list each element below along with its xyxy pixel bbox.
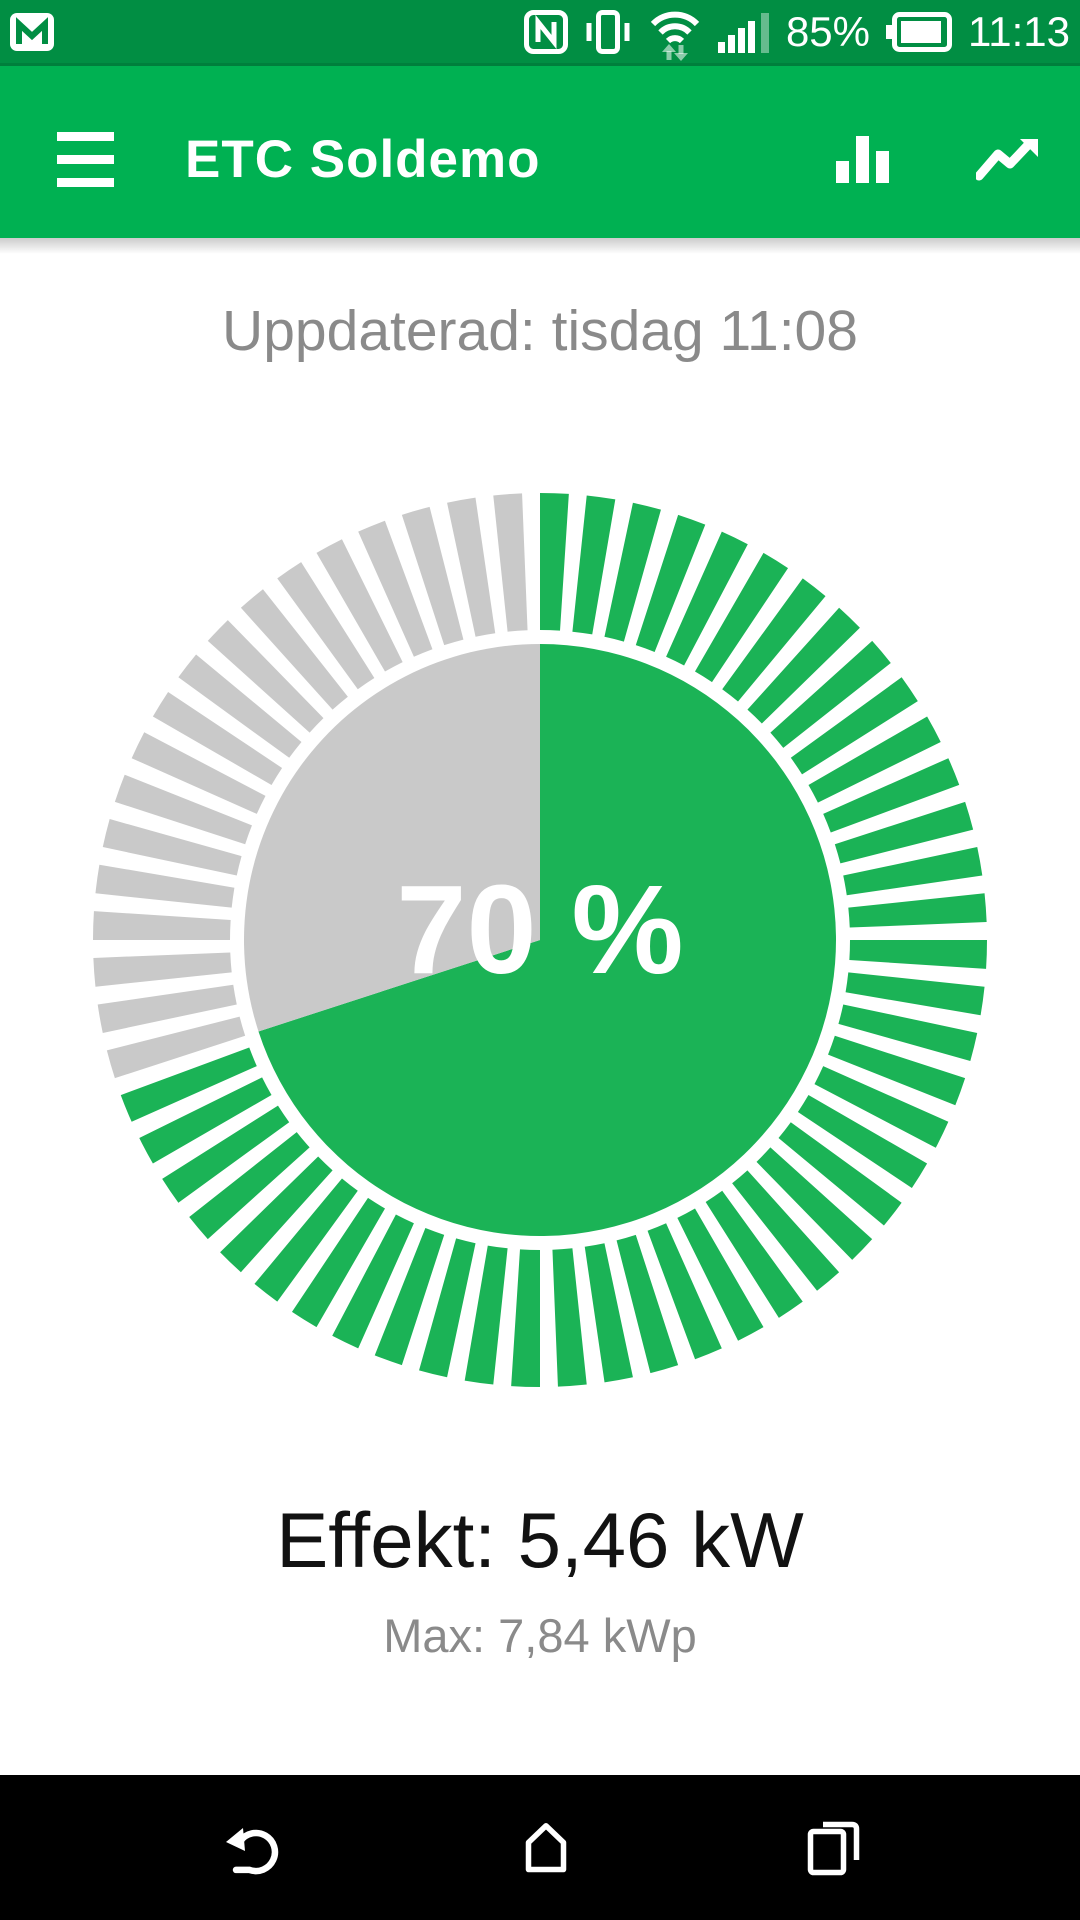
recents-button[interactable] (805, 1820, 861, 1876)
nav-bar (0, 1775, 1080, 1920)
status-notification-area (10, 12, 54, 51)
wifi-icon (648, 3, 702, 61)
status-system-area: 85% 11:13 (523, 0, 1070, 65)
status-bar: 85% 11:13 (0, 0, 1080, 66)
home-button[interactable] (524, 1822, 568, 1873)
gauge-chart (93, 493, 987, 1387)
trend-button[interactable] (976, 137, 1040, 181)
battery-percent: 85% (785, 7, 870, 55)
updated-timestamp-text: Uppdaterad: tisdag 11:08 (222, 299, 858, 363)
effekt-value-text: Effekt: 5,46 kW (276, 1496, 804, 1584)
bar-chart-icon (836, 135, 889, 183)
back-button[interactable] (223, 1816, 287, 1880)
page-title: ETC Soldemo (185, 129, 541, 189)
app-bar: ETC Soldemo (0, 66, 1080, 238)
gauge-percent-label: 70 % (396, 859, 684, 1000)
hamburger-menu-button[interactable] (57, 131, 114, 187)
battery-icon (886, 11, 952, 52)
vibrate-icon (584, 9, 632, 55)
max-value-text: Max: 7,84 kWp (383, 1609, 697, 1662)
trending-up-icon (976, 137, 1040, 181)
bar-chart-button[interactable] (836, 135, 889, 183)
hamburger-menu-icon (57, 131, 114, 187)
back-icon (223, 1816, 287, 1880)
recents-icon (805, 1820, 861, 1876)
clock: 11:13 (968, 7, 1070, 55)
signal-strength-icon (717, 11, 770, 53)
home-icon (524, 1822, 568, 1873)
nfc-icon (523, 9, 568, 54)
gmail-icon (10, 12, 54, 51)
app-bar-shadow (0, 238, 1080, 254)
